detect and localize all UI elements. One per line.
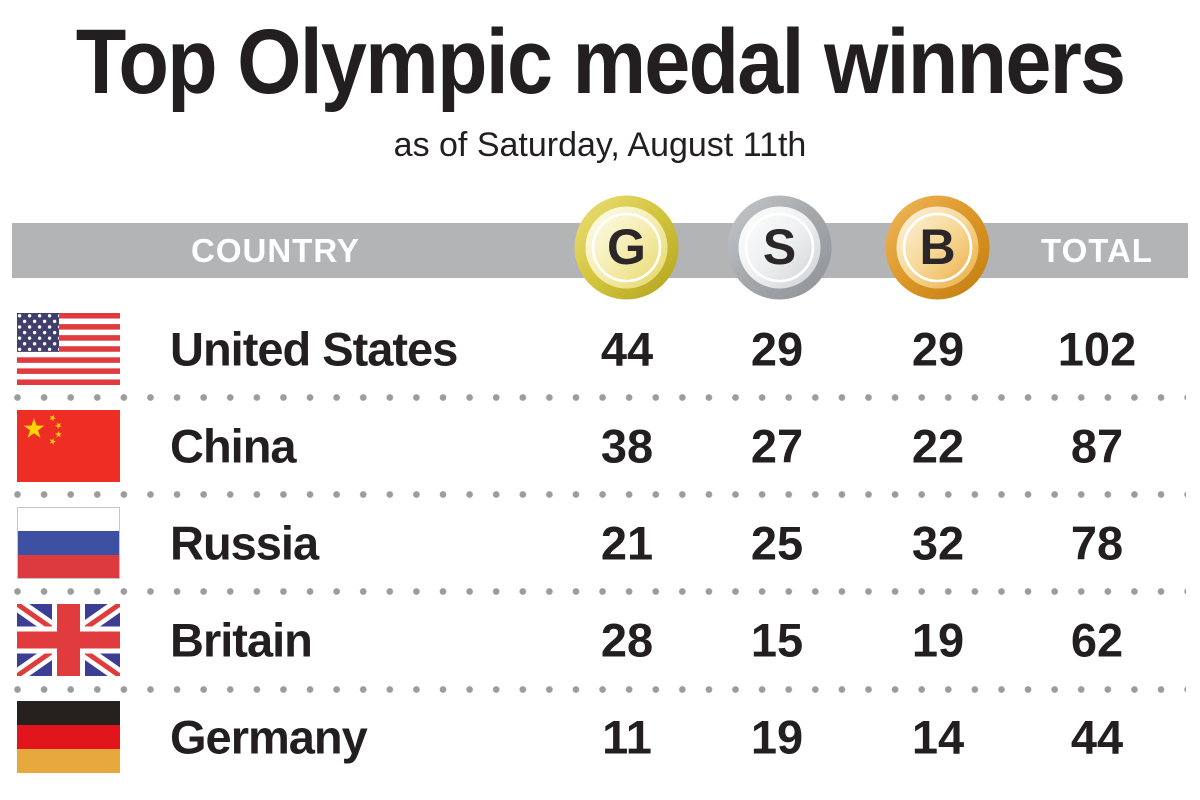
table-row: Russia 21 25 32 78: [0, 494, 1200, 591]
silver-medal-letter: S: [762, 218, 797, 275]
silver-count: 19: [750, 710, 804, 763]
table-row: Germany 11 19 14 44: [0, 688, 1200, 785]
total-count: 44: [1070, 710, 1124, 763]
united-states-flag-icon: [17, 312, 120, 385]
germany-flag-icon: [17, 700, 120, 773]
gold-count: 28: [600, 613, 654, 666]
bronze-medal-letter: B: [919, 218, 956, 275]
silver-count: 27: [750, 419, 804, 472]
table-row: Britain 28 15 19 62: [0, 591, 1200, 688]
gold-count: 44: [600, 322, 654, 375]
total-count: 102: [1057, 322, 1137, 375]
total-count: 87: [1070, 419, 1124, 472]
gold-count: 21: [600, 516, 654, 569]
row-separator: [14, 588, 1186, 595]
page-subtitle: as of Saturday, August 11th: [393, 126, 807, 164]
russia-flag-icon: [17, 506, 120, 579]
table-row: China 38 27 22 87: [0, 397, 1200, 494]
bronze-medal-icon: B: [885, 195, 990, 300]
row-separator: [14, 394, 1186, 401]
bronze-count: 32: [911, 516, 965, 569]
row-separator: [14, 491, 1186, 498]
table-row: United States 44 29 29 102: [0, 300, 1200, 397]
gold-count: 11: [602, 710, 652, 763]
column-header-total: TOTAL: [1041, 232, 1153, 269]
bronze-count: 22: [911, 419, 965, 472]
silver-count: 15: [750, 613, 804, 666]
country-name: Germany: [170, 710, 368, 763]
column-header-country: COUNTRY: [191, 232, 360, 269]
bronze-count: 29: [911, 322, 965, 375]
country-name: Britain: [170, 613, 313, 666]
country-name: China: [170, 419, 297, 472]
bronze-count: 14: [911, 710, 965, 763]
bronze-count: 19: [911, 613, 965, 666]
row-separator: [14, 686, 1186, 693]
china-flag-icon: [17, 409, 120, 482]
total-count: 78: [1070, 516, 1124, 569]
gold-medal-icon: G: [574, 195, 679, 300]
britain-flag-icon: [17, 603, 120, 676]
gold-count: 38: [600, 419, 654, 472]
silver-count: 29: [750, 322, 804, 375]
country-name: Russia: [170, 516, 319, 569]
country-name: United States: [170, 322, 458, 375]
silver-count: 25: [750, 516, 804, 569]
page-title: Top Olympic medal winners: [75, 11, 1126, 113]
silver-medal-icon: S: [727, 195, 832, 300]
gold-medal-letter: G: [607, 218, 646, 275]
total-count: 62: [1070, 613, 1124, 666]
